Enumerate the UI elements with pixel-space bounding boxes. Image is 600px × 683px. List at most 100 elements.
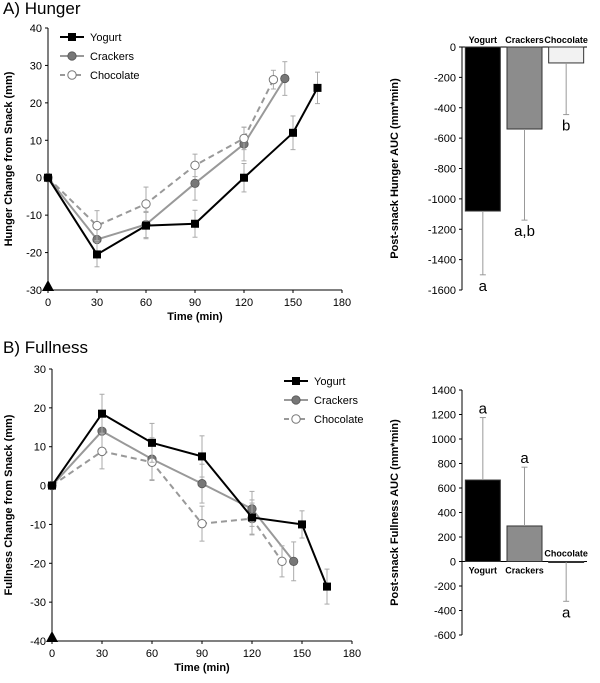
x-tick-label: 0 <box>45 297 51 309</box>
yogurt-data-point <box>298 520 306 529</box>
x-tick-label: 120 <box>235 297 253 309</box>
bar-yogurt <box>464 46 501 212</box>
y-axis-label: Post-snack Fullness AUC (mm*min) <box>389 419 401 606</box>
yogurt-data-point <box>248 513 256 522</box>
y-tick-label: -1400 <box>428 255 456 267</box>
chocolate-data-point <box>239 133 249 144</box>
y-tick-label: 400 <box>438 508 456 520</box>
y-tick-label: 10 <box>30 135 42 147</box>
chocolate-data-point <box>190 160 200 171</box>
crackers-series-line <box>51 429 295 562</box>
chocolate-series-line <box>51 450 283 562</box>
y-tick-label: 1400 <box>432 385 456 397</box>
fullness-line-chart: -40 -30 -20 -10 0 10 20 30 0 30 60 90 120 150 180 Time … <box>3 364 364 674</box>
crackers-data-point <box>197 479 207 489</box>
x-axis-label: Time (min) <box>167 311 223 323</box>
chocolate-data-point <box>141 199 151 209</box>
chocolate-data-point <box>268 74 279 85</box>
crackers-series-line <box>47 77 286 241</box>
bar-chocolate-category-label: Chocolate <box>544 549 588 559</box>
x-tick-label: 60 <box>140 297 152 309</box>
bar-yogurt-significance-label: a <box>479 278 488 295</box>
y-tick-label: 30 <box>34 364 46 376</box>
yogurt-data-point <box>48 481 56 490</box>
hunger-auc-bar-chart: 0 -200 -400 -600 -800 -1000 -1200 -1400 -1600 Pos… <box>389 35 588 297</box>
y-tick-label: 20 <box>30 98 42 110</box>
x-tick-label: 90 <box>189 297 201 309</box>
x-tick-label: 150 <box>284 297 302 309</box>
yogurt-data-point <box>313 83 322 92</box>
y-tick-label: 0 <box>450 557 456 569</box>
legend-crackers-label: Crackers <box>90 51 135 63</box>
y-tick-label: -800 <box>434 164 456 176</box>
bar-yogurt-category-label: Yogurt <box>469 35 497 45</box>
yogurt-data-point <box>191 219 199 228</box>
x-tick-label: 150 <box>293 648 311 660</box>
chocolate-series-line <box>47 79 275 227</box>
fullness-auc-bar-chart: 1400 1200 1000 800 600 400 200 0 -200 -400 -600 Pos… <box>389 385 588 642</box>
legend-yogurt-marker <box>68 33 76 41</box>
y-tick-label: -200 <box>434 581 456 593</box>
yogurt-data-point <box>240 173 248 182</box>
legend-yogurt-marker <box>292 377 300 385</box>
yogurt-data-point <box>98 409 106 418</box>
y-tick-label: -10 <box>30 519 46 531</box>
legend-chocolate-label: Chocolate <box>314 414 364 426</box>
bar-yogurt-category-label: Yogurt <box>469 566 497 576</box>
x-tick-label: 90 <box>196 648 208 660</box>
snack-time-triangle-icon <box>42 280 54 291</box>
bar-chocolate <box>548 46 585 64</box>
y-tick-label: -1000 <box>428 194 456 206</box>
legend-chocolate-marker <box>67 70 77 80</box>
y-tick-label: -20 <box>26 248 42 260</box>
hunger-line-chart: -30 -20 -10 0 10 20 30 40 0 30 60 90 120 150 180 Time (… <box>3 23 351 323</box>
legend-yogurt-label: Yogurt <box>314 376 345 388</box>
yogurt-data-point <box>323 582 331 591</box>
x-tick-label: 30 <box>91 297 103 309</box>
crackers-data-point <box>280 73 290 84</box>
legend-crackers-marker <box>67 51 77 61</box>
bar-crackers <box>506 525 543 562</box>
y-axis-label: Hunger Change from Snack (mm) <box>3 71 15 246</box>
chocolate-data-point <box>92 220 102 231</box>
yogurt-data-point <box>142 221 150 230</box>
y-tick-label: 10 <box>34 442 46 454</box>
snack-time-triangle-icon <box>46 631 58 642</box>
yogurt-data-point <box>198 452 206 461</box>
bar-crackers-significance-label: a <box>520 450 529 467</box>
bar-crackers-significance-label: a,b <box>514 223 535 240</box>
legend-yogurt-label: Yogurt <box>90 32 121 44</box>
legend-crackers-marker <box>291 395 301 405</box>
chocolate-data-point <box>197 518 207 529</box>
panel-b-title: B) Fullness <box>3 338 88 357</box>
y-tick-label: 30 <box>30 60 42 72</box>
legend-chocolate-marker <box>291 414 301 424</box>
yogurt-data-point <box>44 173 52 182</box>
x-axis-label: Time (min) <box>174 662 230 674</box>
bar-crackers-category-label: Crackers <box>505 566 544 576</box>
bar-chocolate-significance-label: a <box>562 604 571 621</box>
y-tick-label: 0 <box>450 42 456 54</box>
yogurt-data-point <box>148 438 156 447</box>
y-axis-label: Fullness Change from Snack (mm) <box>3 414 15 595</box>
y-tick-label: -600 <box>434 630 456 642</box>
y-tick-label: 0 <box>36 173 42 185</box>
y-tick-label: 20 <box>34 403 46 415</box>
yogurt-data-point <box>289 128 297 137</box>
y-tick-label: 0 <box>40 481 46 493</box>
x-tick-label: 180 <box>333 297 351 309</box>
bar-yogurt-significance-label: a <box>479 401 488 418</box>
y-tick-label: -1200 <box>428 224 456 236</box>
y-tick-label: -400 <box>434 606 456 618</box>
panel-a-title: A) Hunger <box>3 0 81 18</box>
y-tick-label: 1200 <box>432 410 456 422</box>
y-tick-label: -40 <box>30 636 46 648</box>
y-tick-label: -200 <box>434 72 456 84</box>
y-tick-label: 200 <box>438 532 456 544</box>
legend-chocolate-label: Chocolate <box>90 70 140 82</box>
y-tick-label: -1600 <box>428 285 456 297</box>
y-tick-label: -10 <box>26 210 42 222</box>
y-tick-label: -600 <box>434 133 456 145</box>
y-tick-label: -400 <box>434 103 456 115</box>
